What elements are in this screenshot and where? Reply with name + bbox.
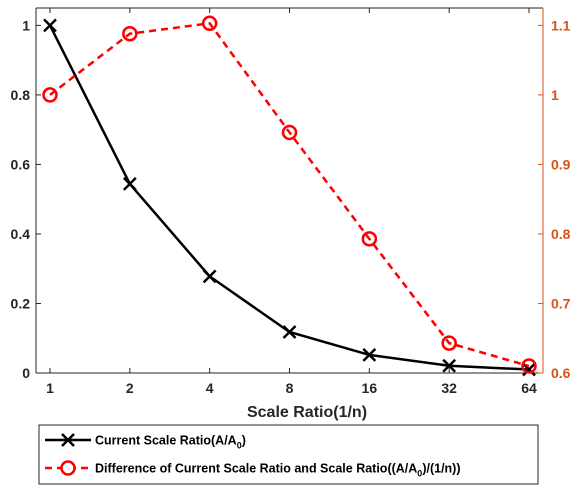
- right-tick-label: 0.8: [551, 226, 571, 242]
- left-y-axis: 0 0.2 0.4 0.6 0.8 1: [11, 17, 41, 381]
- x-marker-stroke: [362, 348, 377, 362]
- left-tick-label: 0.8: [11, 87, 31, 103]
- x-marker-stroke: [442, 358, 457, 373]
- x-tick-label: 1: [46, 380, 54, 396]
- series-2-point: [122, 25, 138, 42]
- plot-area: [35, 7, 544, 374]
- series-1-point: [522, 362, 536, 377]
- series-1-line: [48, 24, 530, 371]
- x-marker-stroke: [43, 18, 57, 33]
- right-tick-label: 0.9: [551, 156, 571, 172]
- x-marker-stroke: [122, 177, 137, 191]
- x-marker-stroke: [282, 325, 297, 339]
- series-1-point: [442, 358, 457, 373]
- right-y-axis: 0.6 0.7 0.8 0.9 1 1.1: [538, 17, 571, 381]
- left-tick-label: 1: [22, 17, 30, 33]
- right-tick-label: 0.7: [551, 295, 571, 311]
- legend: Current Scale Ratio(A/A0) Difference of C…: [38, 424, 539, 485]
- x-axis: 1 2 4 8 16 32 64: [46, 8, 537, 396]
- series-2-point: [361, 231, 378, 247]
- legend-entry-2: Difference of Current Scale Ratio and Sc…: [45, 460, 461, 479]
- right-tick-label: 0.6: [551, 365, 571, 381]
- legend-label: Difference of Current Scale Ratio and Sc…: [95, 462, 461, 479]
- legend-box: [38, 424, 539, 485]
- series-1: [43, 18, 536, 377]
- x-tick-label: 4: [206, 380, 214, 396]
- left-tick-label: 0: [22, 365, 30, 381]
- legend-x-marker: [61, 433, 75, 447]
- left-tick-label: 0.2: [11, 295, 31, 311]
- series-2-point: [521, 358, 537, 374]
- right-tick-label: 1.1: [551, 17, 571, 33]
- series-1-point: [362, 348, 377, 362]
- x-tick-label: 2: [126, 380, 134, 396]
- legend-label: Current Scale Ratio(A/A0): [95, 434, 246, 451]
- series-2: [42, 15, 537, 374]
- x-marker-stroke: [202, 269, 217, 284]
- left-tick-label: 0.4: [11, 226, 31, 242]
- x-axis-title: Scale Ratio(1/n): [247, 404, 367, 421]
- series-1-point: [282, 325, 297, 339]
- x-tick-label: 16: [362, 380, 378, 396]
- x-tick-label: 32: [441, 380, 457, 396]
- series-2-point: [42, 87, 58, 103]
- series-1-point: [202, 269, 217, 284]
- left-tick-label: 0.6: [11, 156, 31, 172]
- right-tick-label: 1: [551, 87, 559, 103]
- x-tick-label: 8: [286, 380, 294, 396]
- series-2-point: [281, 124, 298, 141]
- legend-entry-1: Current Scale Ratio(A/A0): [45, 433, 246, 451]
- series-2-point: [201, 15, 218, 32]
- x-tick-label: 64: [521, 380, 537, 396]
- series-layer: [42, 15, 537, 377]
- series-2-point: [441, 335, 457, 351]
- series-1-point: [43, 18, 57, 33]
- series-1-point: [122, 177, 137, 191]
- legend-o-marker: [60, 460, 76, 476]
- series-2-line: [49, 21, 530, 368]
- x-marker-stroke: [522, 362, 536, 377]
